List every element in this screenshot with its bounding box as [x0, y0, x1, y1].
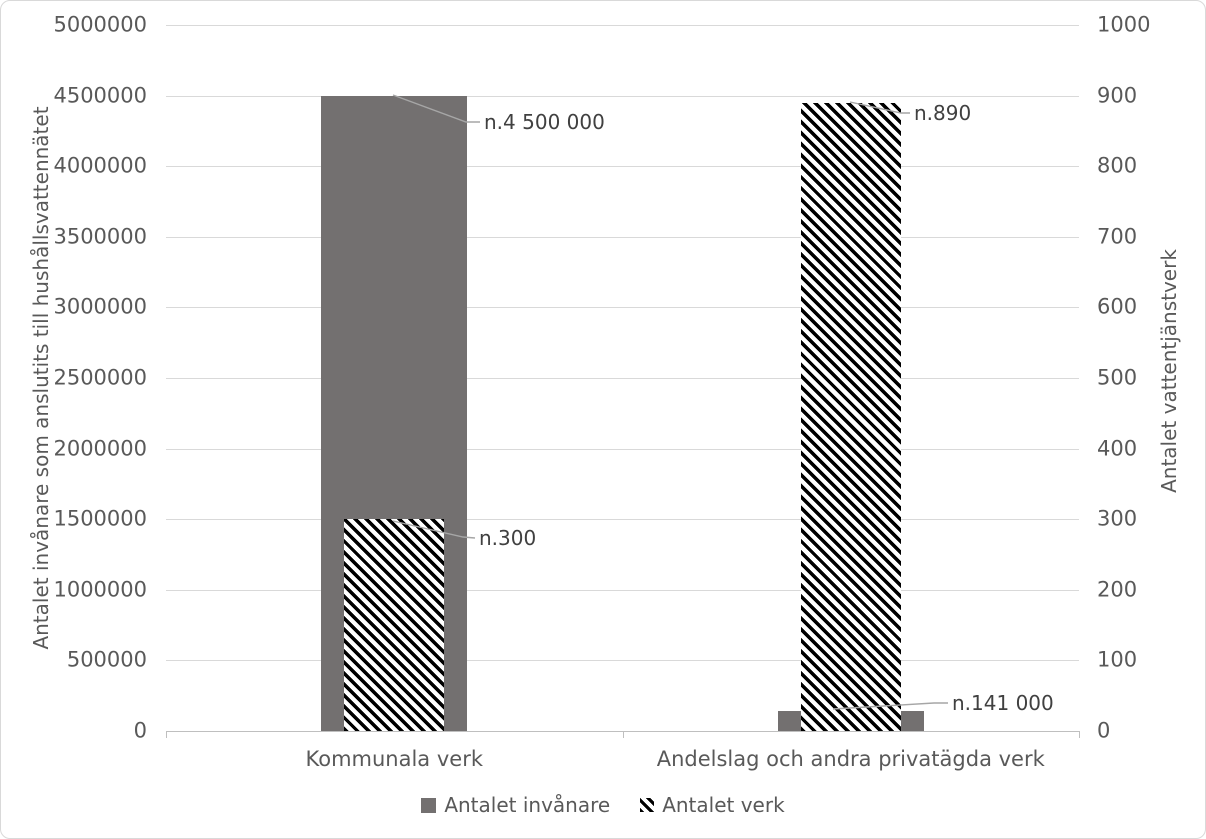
legend-item: Antalet verk	[640, 793, 785, 817]
category-label: Kommunala verk	[305, 747, 484, 771]
data-label: n.890	[914, 101, 972, 125]
gridline	[166, 236, 1079, 238]
data-label: n.141 000	[952, 691, 1054, 715]
left-axis-tick-label: 2500000	[53, 365, 147, 390]
right-axis-tick-label: 400	[1097, 436, 1138, 461]
x-axis-tick	[622, 731, 624, 738]
gridline	[166, 378, 1079, 379]
bar-hatch-0	[344, 519, 445, 731]
left-axis-tick-label: 500000	[66, 647, 147, 672]
left-axis-tick-label: 5000000	[53, 12, 147, 37]
right-axis-tick-label: 900	[1097, 83, 1138, 108]
gridline	[166, 95, 1079, 97]
left-axis-tick-label: 2000000	[53, 436, 147, 461]
left-axis-tick-label: 3000000	[53, 294, 147, 319]
gridline	[166, 519, 1079, 521]
left-axis-tick-label: 4500000	[53, 83, 147, 108]
right-axis-tick-label: 300	[1097, 506, 1138, 531]
left-axis-tick-label: 3500000	[53, 224, 147, 249]
right-axis-title: Antalet vattentjänstverk	[1157, 249, 1181, 493]
gridline	[166, 166, 1079, 168]
legend-item: Antalet invånare	[421, 793, 610, 817]
gridline	[166, 660, 1079, 662]
x-axis-tick	[166, 731, 167, 738]
legend-swatch-hatched	[640, 798, 655, 812]
x-axis-tick	[1079, 731, 1080, 738]
legend-label: Antalet verk	[662, 793, 785, 817]
legend-label: Antalet invånare	[444, 793, 611, 817]
right-axis-tick-label: 0	[1097, 718, 1111, 743]
right-axis-tick-label: 100	[1097, 647, 1138, 672]
gridline	[166, 448, 1079, 450]
left-axis-tick-label: 4000000	[53, 153, 147, 178]
gridline	[166, 25, 1079, 26]
right-axis-tick-label: 800	[1097, 153, 1138, 178]
legend: Antalet invånare Antalet verk	[1, 793, 1205, 817]
left-axis-tick-label: 1000000	[53, 577, 147, 602]
right-axis-tick-label: 700	[1097, 224, 1138, 249]
right-axis-tick-label: 200	[1097, 577, 1138, 602]
legend-swatch-solid-gray	[421, 797, 437, 813]
left-axis-tick-label: 0	[133, 718, 147, 743]
right-axis-tick-label: 600	[1097, 294, 1138, 319]
bar-hatch-1	[800, 102, 901, 731]
gridline	[166, 589, 1079, 591]
data-label: n.300	[479, 526, 537, 550]
left-axis-tick-label: 1500000	[53, 506, 147, 531]
category-label: Andelslag och andra privatägda verk	[656, 747, 1045, 771]
gridline	[166, 307, 1079, 309]
data-label: n.4 500 000	[484, 110, 605, 134]
right-axis-tick-label: 500	[1097, 365, 1138, 390]
right-axis-tick-label: 1000	[1097, 12, 1151, 37]
